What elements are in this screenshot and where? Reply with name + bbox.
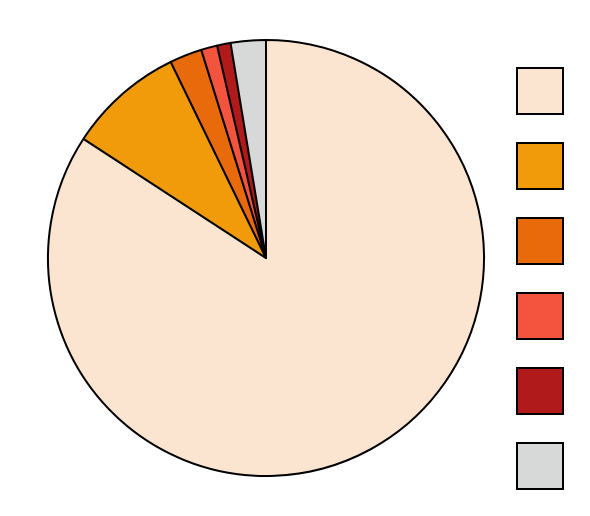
legend-swatch-1 (516, 67, 564, 115)
legend-swatch-5 (516, 367, 564, 415)
legend-swatch-3 (516, 217, 564, 265)
legend-swatch-6 (516, 442, 564, 490)
pie-chart-figure (0, 0, 590, 516)
legend-swatch-4 (516, 292, 564, 340)
legend-swatch-2 (516, 142, 564, 190)
pie-chart (0, 0, 590, 516)
